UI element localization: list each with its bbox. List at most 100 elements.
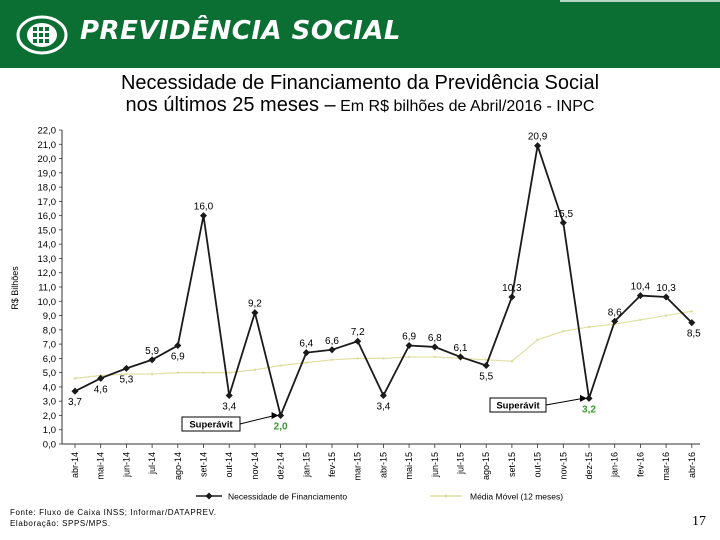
financing-need-point: [71, 387, 79, 395]
moving-average-point: [536, 338, 539, 342]
y-tick-label: 20,0: [38, 154, 57, 165]
x-tick-label: fev-16: [635, 452, 645, 477]
financing-need-point: [559, 219, 567, 227]
data-label: 10,3: [656, 283, 676, 294]
superavit-arrowhead: [580, 394, 587, 402]
y-tick-label: 5,0: [43, 368, 56, 379]
x-tick-label: out-15: [533, 452, 543, 478]
x-tick-label: ago-15: [481, 452, 491, 480]
moving-average-point: [587, 325, 591, 329]
moving-average-point: [562, 329, 565, 333]
x-tick-label: ago-14: [173, 452, 183, 480]
y-tick-label: 6,0: [43, 354, 56, 365]
legend-moving-average-marker: [444, 494, 448, 498]
moving-average-point: [330, 358, 334, 362]
title-line-2: nos últimos 25 meses – Em R$ bilhões de …: [0, 94, 720, 116]
y-tick-label: 14,0: [38, 240, 57, 251]
y-tick-label: 22,0: [38, 126, 57, 137]
superavit-arrow: [239, 414, 275, 425]
financing-need-point: [431, 343, 439, 351]
brand-title: PREVIDÊNCIA SOCIAL: [80, 16, 401, 46]
financing-need-point: [302, 349, 310, 357]
x-tick-label: dez-14: [276, 452, 286, 480]
moving-average-point: [279, 364, 282, 367]
financing-need-point: [328, 346, 336, 354]
x-tick-label: mai-14: [96, 452, 106, 480]
x-tick-label: abr-16: [687, 452, 697, 478]
y-tick-label: 21,0: [38, 140, 57, 151]
moving-average-point: [639, 318, 642, 322]
data-label: 6,1: [454, 343, 468, 354]
financing-need-point: [97, 374, 105, 382]
financing-need-point: [508, 293, 516, 301]
financing-need-point: [688, 319, 696, 327]
y-tick-label: 13,0: [38, 254, 57, 265]
data-label: 10,3: [502, 283, 522, 294]
moving-average-point: [253, 368, 257, 372]
moving-average-point: [664, 314, 668, 317]
financing-need-point: [277, 411, 285, 419]
header-divider: [560, 0, 720, 2]
data-label: 3,4: [222, 401, 236, 412]
header-bar: PREVIDÊNCIA SOCIAL: [0, 0, 720, 68]
data-label: 6,6: [325, 336, 339, 347]
moving-average-point: [356, 357, 360, 360]
previdencia-logo-icon: [16, 15, 68, 55]
financing-need-line: [74, 145, 693, 419]
financing-need-point: [148, 356, 156, 364]
y-tick-label: 10,0: [38, 297, 57, 308]
data-label: 2,0: [274, 421, 288, 432]
x-tick-label: mai-15: [404, 452, 414, 480]
y-tick-label: 16,0: [38, 211, 57, 222]
financing-need-point: [405, 341, 413, 350]
moving-average-point: [73, 377, 77, 380]
y-tick-label: 2,0: [43, 411, 56, 422]
y-tick-label: 9,0: [43, 311, 56, 322]
y-tick-label: 19,0: [38, 168, 57, 179]
financing-need-point: [122, 364, 130, 372]
data-label: 5,3: [119, 374, 133, 385]
data-label: 6,9: [402, 332, 416, 343]
financing-need-point: [534, 142, 542, 150]
elaboration-line: Elaboração: SPPS/MPS.: [10, 518, 111, 528]
x-tick-label: set-14: [199, 452, 209, 477]
data-label: 7,2: [351, 327, 365, 338]
page-number: 17: [692, 514, 706, 529]
x-tick-label: jul-14: [147, 452, 157, 475]
x-tick-label: out-14: [224, 452, 234, 478]
financing-need-point: [379, 391, 387, 400]
y-tick-label: 15,0: [38, 225, 57, 236]
data-label: 10,4: [631, 282, 651, 293]
data-label: 6,9: [171, 352, 185, 363]
moving-average-point: [690, 309, 694, 313]
data-label: 6,8: [428, 333, 442, 344]
title-line-2-suffix: Em R$ bilhões de Abril/2016 - INPC: [335, 98, 595, 115]
financing-need-point: [251, 309, 259, 317]
x-tick-label: set-15: [507, 452, 517, 477]
title-line-2-main: nos últimos 25 meses –: [125, 94, 336, 116]
data-label: 15,5: [554, 209, 574, 220]
data-label: 20,9: [528, 132, 548, 143]
y-tick-label: 12,0: [38, 268, 57, 279]
superavit-label: Superávit: [189, 420, 233, 431]
y-tick-label: 1,0: [43, 425, 56, 436]
y-tick-label: 4,0: [43, 382, 56, 393]
x-tick-label: abr-14: [70, 452, 80, 478]
financing-need-point: [585, 394, 593, 402]
data-label: 6,4: [299, 339, 313, 350]
superavit-label: Superávit: [496, 401, 540, 412]
y-tick-label: 3,0: [43, 397, 56, 408]
superavit-arrowhead: [271, 411, 279, 419]
financing-need-point: [636, 292, 644, 300]
y-tick-label: 17,0: [38, 197, 57, 208]
moving-average-point: [510, 359, 514, 363]
data-label: 3,7: [68, 397, 82, 408]
x-tick-label: jul-15: [456, 452, 466, 475]
moving-average-point: [176, 371, 180, 374]
financing-need-point: [662, 293, 670, 301]
y-tick-label: 18,0: [38, 183, 57, 194]
moving-average-point: [202, 371, 205, 374]
data-label: 5,5: [479, 372, 493, 383]
data-label: 4,6: [94, 384, 108, 395]
x-tick-label: jan-16: [610, 452, 620, 478]
